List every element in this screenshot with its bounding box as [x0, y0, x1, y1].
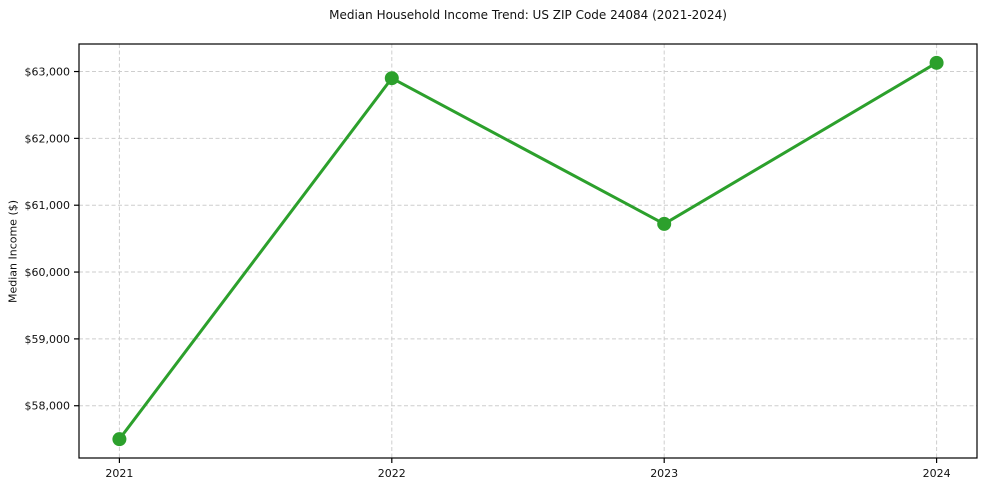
x-tick-label: 2021 — [105, 467, 133, 480]
y-tick-label: $60,000 — [25, 266, 71, 279]
y-tick-label: $62,000 — [25, 132, 71, 145]
y-tick-label: $59,000 — [25, 333, 71, 346]
plot-border — [78, 43, 978, 459]
y-tick-label: $61,000 — [25, 199, 71, 212]
data-point-2023 — [657, 216, 672, 231]
data-point-2021 — [112, 432, 127, 447]
data-point-2022 — [384, 71, 399, 86]
trend-line — [117, 61, 939, 441]
x-tick-label: 2023 — [650, 467, 678, 480]
y-tick-label: $58,000 — [25, 400, 71, 413]
y-axis-label: Median Income ($) — [6, 199, 20, 304]
data-point-2024 — [929, 55, 944, 70]
chart-title: Median Household Income Trend: US ZIP Co… — [329, 8, 727, 22]
x-tick-label: 2024 — [923, 467, 951, 480]
y-tick-label: $63,000 — [25, 66, 71, 79]
x-tick-label: 2022 — [378, 467, 406, 480]
